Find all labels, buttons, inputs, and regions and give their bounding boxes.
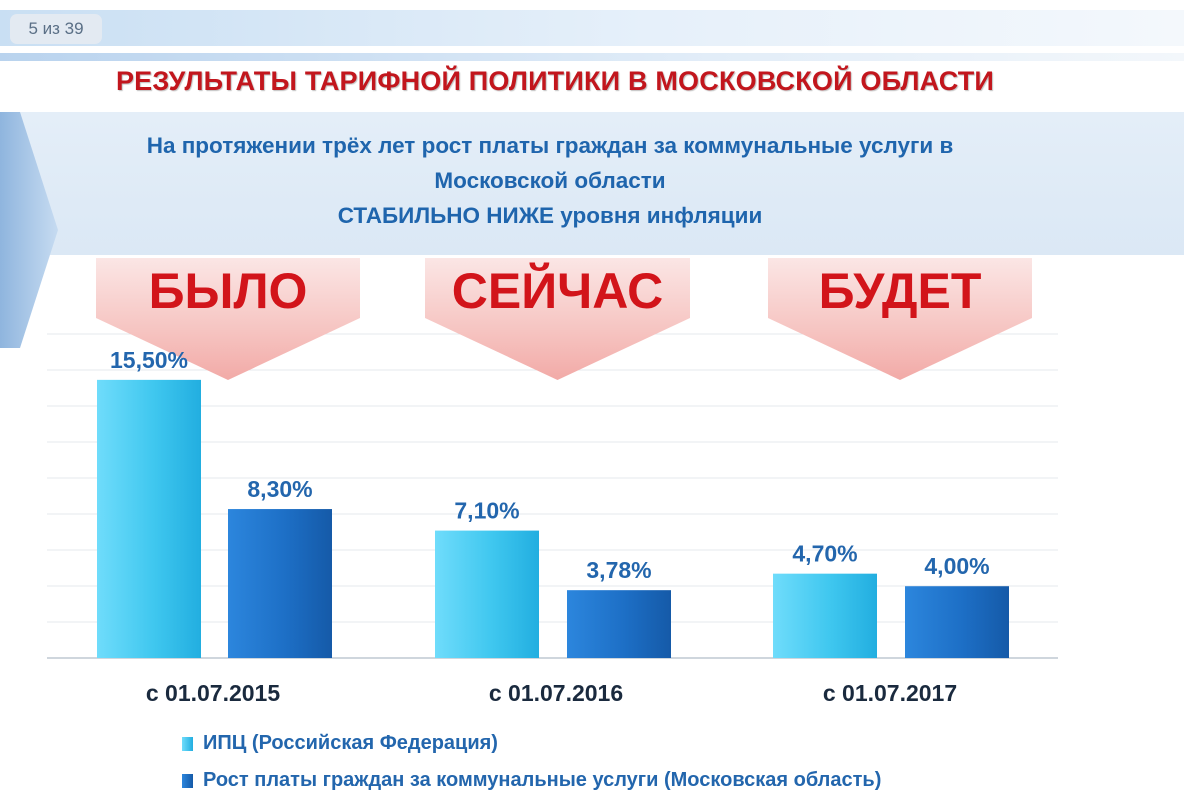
legend-item-cpi: ИПЦ (Российская Федерация) [182,725,881,762]
legend-label-utilities: Рост платы граждан за коммунальные услуг… [203,769,882,791]
legend-swatch-light [182,736,193,751]
category-label: с 01.07.2016 [489,680,623,706]
period-label: БУДЕТ [819,263,982,319]
bar-utilities [905,586,1009,658]
bar-cpi [435,530,539,658]
top-divider [0,53,1184,61]
period-arrow [425,258,690,380]
data-label: 4,70% [792,541,857,567]
data-label: 4,00% [924,553,989,579]
category-label: с 01.07.2017 [823,680,957,706]
legend-item-utilities: Рост платы граждан за коммунальные услуг… [182,762,881,799]
data-label: 7,10% [454,498,519,524]
period-label: БЫЛО [149,263,308,319]
subtitle-line-2: Московской области [434,168,666,193]
banner-arrow-icon [0,112,58,348]
subtitle-line-3: СТАБИЛЬНО НИЖЕ уровня инфляции [337,203,763,228]
page-counter: 5 из 39 [10,14,102,44]
slide-subtitle: На протяжении трёх лет рост платы гражда… [40,128,1060,233]
chart-legend: ИПЦ (Российская Федерация) Рост платы гр… [182,725,881,799]
subtitle-line-1: На протяжении трёх лет рост платы гражда… [146,133,954,158]
data-label: 15,50% [110,347,188,373]
period-arrow [96,258,360,380]
top-bar: 5 из 39 [0,10,1184,46]
bar-utilities [567,590,671,658]
bar-utilities [228,509,332,658]
subtitle-banner [0,112,1184,255]
data-label: 8,30% [247,476,312,502]
period-label: СЕЙЧАС [452,262,664,319]
bar-cpi [97,379,201,658]
period-arrow [768,258,1032,380]
slide-title: РЕЗУЛЬТАТЫ ТАРИФНОЙ ПОЛИТИКИ В МОСКОВСКО… [115,66,995,96]
legend-swatch-dark [182,773,193,788]
bar-cpi [773,573,877,658]
data-label: 3,78% [586,557,651,583]
category-label: с 01.07.2015 [146,680,281,706]
legend-label-cpi: ИПЦ (Российская Федерация) [203,732,498,754]
